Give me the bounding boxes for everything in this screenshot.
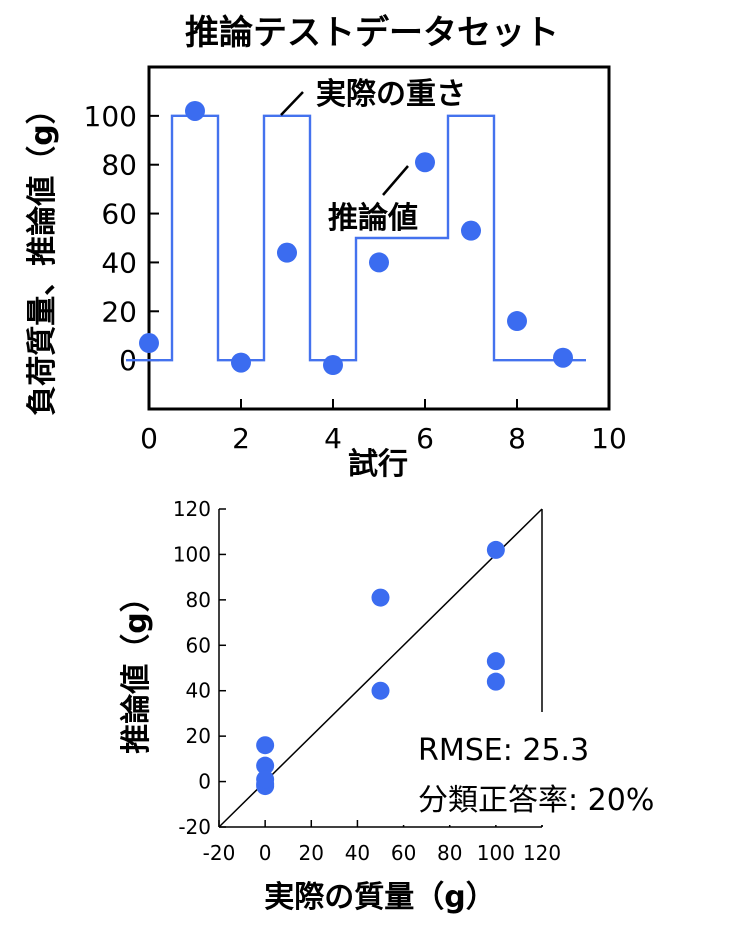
inference-point (369, 252, 389, 273)
actual-weight-annotation-label: 実際の重さ (316, 77, 466, 112)
chart-2-x-ticks: -20 0 20 40 60 80 100 120 (203, 820, 561, 865)
stats-box-background (400, 712, 730, 825)
chart-2-y-tick-label: 0 (198, 770, 211, 794)
chart-1-frame (147, 65, 611, 411)
chart-1-x-axis-label: 試行 (348, 447, 408, 482)
chart-2-y-tick-label: 80 (186, 588, 211, 612)
scatter-point (486, 540, 505, 559)
inference-annotation-pointer (382, 165, 409, 196)
chart-1-x-tick-label: 6 (416, 422, 434, 455)
accuracy-text: 分類正答率: 20% (418, 783, 654, 818)
chart-2-x-tick-label: 60 (391, 841, 416, 865)
identity-line (218, 508, 543, 828)
scatter-point (371, 588, 390, 607)
chart-1: 推論テストデータセット 0 2 4 6 8 10 0 20 40 60 80 100 試行 負荷質量… (25, 13, 627, 482)
scatter-point (486, 672, 505, 691)
chart-2-y-axis-label: 推論値（g） (119, 582, 154, 753)
chart-1-y-axis-label: 負荷質量、推論値（g） (25, 94, 60, 415)
chart-2-y-tick-label: 40 (186, 679, 211, 703)
chart-2-y-tick-label: 120 (173, 497, 211, 521)
chart-1-x-tick-label: 0 (140, 422, 158, 455)
scatter-point (486, 652, 505, 671)
inference-annotation-label: 推論値 (328, 201, 418, 236)
chart-2-y-tick-label: 100 (173, 542, 211, 566)
chart-1-points (139, 100, 573, 376)
scatter-point (371, 681, 390, 700)
inference-point (139, 333, 159, 354)
chart-1-y-tick-label: 40 (101, 246, 137, 279)
chart-2-points (256, 540, 505, 796)
chart-2-y-ticks: -20 0 20 40 60 80 100 120 (173, 497, 226, 839)
chart-1-x-tick-label: 8 (508, 422, 526, 455)
inference-point (185, 100, 205, 121)
chart-1-x-tick-label: 10 (591, 422, 627, 455)
inference-point (323, 355, 343, 376)
inference-point (231, 352, 251, 373)
chart-2-x-tick-label: -20 (203, 841, 236, 865)
scatter-point (256, 756, 275, 775)
chart-2-y-tick-label: 60 (186, 633, 211, 657)
chart-2-x-axis-label: 実際の質量（g） (264, 880, 495, 915)
chart-2-x-tick-label: 120 (523, 841, 561, 865)
chart-1-y-tick-label: 100 (84, 100, 137, 133)
chart-2-y-tick-label: 20 (186, 724, 211, 748)
chart-2-x-tick-label: 40 (345, 841, 370, 865)
chart-1-y-tick-label: 20 (101, 295, 137, 328)
chart-1-x-tick-label: 2 (232, 422, 250, 455)
rmse-text: RMSE: 25.3 (418, 733, 589, 768)
chart-2-x-tick-label: 100 (477, 841, 515, 865)
chart-1-x-tick-label: 4 (324, 422, 342, 455)
chart-2-x-tick-label: 0 (259, 841, 272, 865)
chart-1-x-ticks: 0 2 4 6 8 10 (140, 399, 627, 455)
chart-2-x-tick-label: 20 (299, 841, 324, 865)
chart-2-y-tick-label: -20 (178, 815, 211, 839)
chart-2-x-tick-label: 80 (437, 841, 462, 865)
chart-2: -20 0 20 40 60 80 100 120 -20 0 20 40 60 80 100 120 RM… (119, 497, 730, 915)
inference-point (461, 220, 481, 241)
inference-point (553, 347, 573, 368)
chart-1-y-tick-label: 80 (101, 149, 137, 182)
chart-1-y-tick-label: 60 (101, 198, 137, 231)
inference-point (415, 152, 435, 173)
inference-point (507, 311, 527, 332)
scatter-point (256, 770, 275, 789)
scatter-point (256, 736, 275, 755)
actual-weight-annotation-pointer (280, 91, 304, 116)
chart-1-title: 推論テストデータセット (185, 13, 559, 53)
inference-point (277, 242, 297, 263)
